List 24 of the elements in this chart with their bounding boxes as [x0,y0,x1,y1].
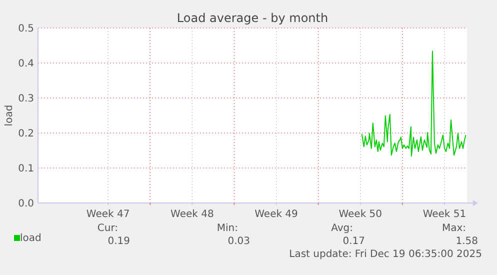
text: Max: [442,223,466,234]
text: 0.03 [228,236,250,247]
text: Min: [216,223,238,234]
y-tick-label: 0.4 [18,58,34,70]
y-tick-label: 0.1 [18,164,34,174]
x-tick-label: Week 49 [254,209,298,220]
text: Cur: [97,223,118,234]
text: Last update: Fri Dec 19 06:35:00 2025 [289,249,482,260]
x-tick-label: Week 47 [86,209,130,220]
y-tick-label: 0.0 [18,198,34,210]
y-tick-label: 0.2 [18,128,34,140]
chart-title: Load average - by month [176,11,328,25]
text: 0.17 [342,236,365,247]
line-series [361,50,466,157]
y-tick-label: 0.3 [18,94,34,104]
y-axis-title: load [4,104,15,126]
x-tick-label: Week 51 [422,209,466,220]
text: 1.58 [456,236,478,247]
legend-label: load [20,233,42,244]
text: 0.19 [108,236,130,247]
x-tick-label: Week 48 [170,209,214,220]
x-tick-label: Week 50 [338,209,382,220]
text: Avg: [331,223,353,234]
y-tick-label: 0.5 [18,24,34,34]
